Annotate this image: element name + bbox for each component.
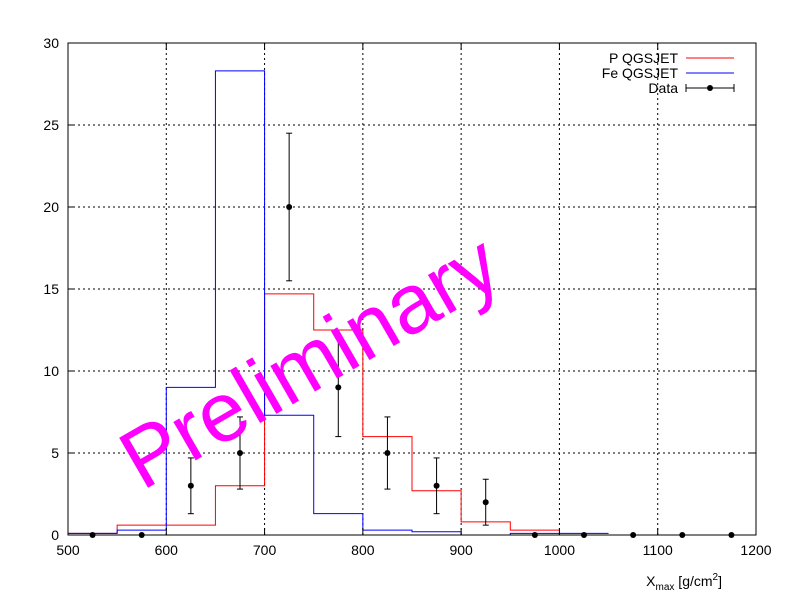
legend-swatch-point [707, 85, 713, 91]
data-point-775 [335, 384, 342, 391]
legend-label-data: Data [648, 80, 678, 96]
y-tick-label-20: 20 [43, 199, 59, 215]
y-tick-label-10: 10 [43, 363, 59, 379]
x-axis-label-unit: [g/cm [674, 573, 712, 589]
x-axis-label-main: X [646, 573, 656, 589]
y-tick-label-5: 5 [51, 445, 59, 461]
x-axis-label-unit-close: ] [718, 573, 722, 589]
data-point-625 [187, 482, 194, 489]
legend-label-fe-qgsjet: Fe QGSJET [602, 65, 679, 81]
x-axis-label-unit-sup: 2 [713, 572, 719, 583]
series-line-p-qgsjet [68, 293, 609, 536]
y-tick-label-15: 15 [43, 281, 59, 297]
y-tick-label-0: 0 [51, 527, 59, 543]
y-tick-label-25: 25 [43, 117, 59, 133]
x-tick-label-600: 600 [155, 542, 179, 558]
data-point-875 [433, 482, 440, 489]
x-tick-label-500: 500 [56, 542, 80, 558]
x-axis-label-sub: max [656, 582, 675, 593]
data-point-725 [286, 204, 293, 210]
axis-ticks: 500 600 700 800 900 1000 1100 1200 0 5 10 15 20 25 30 [43, 35, 771, 558]
data-point-825 [384, 450, 391, 456]
x-tick-label-1200: 1200 [740, 542, 771, 558]
x-tick-label-800: 800 [351, 542, 375, 558]
data-point-675 [237, 450, 243, 456]
x-tick-label-900: 900 [449, 542, 473, 558]
legend-label-p-qgsjet: P QGSJET [609, 50, 678, 66]
x-tick-label-1000: 1000 [544, 542, 575, 558]
x-tick-label-700: 700 [253, 542, 277, 558]
x-axis-label: Xmax [g/cm2] [646, 572, 722, 593]
x-tick-label-1100: 1100 [643, 542, 673, 558]
series-p-qgsjet [68, 293, 609, 536]
y-tick-label-30: 30 [43, 35, 59, 51]
data-point-925 [482, 499, 489, 506]
